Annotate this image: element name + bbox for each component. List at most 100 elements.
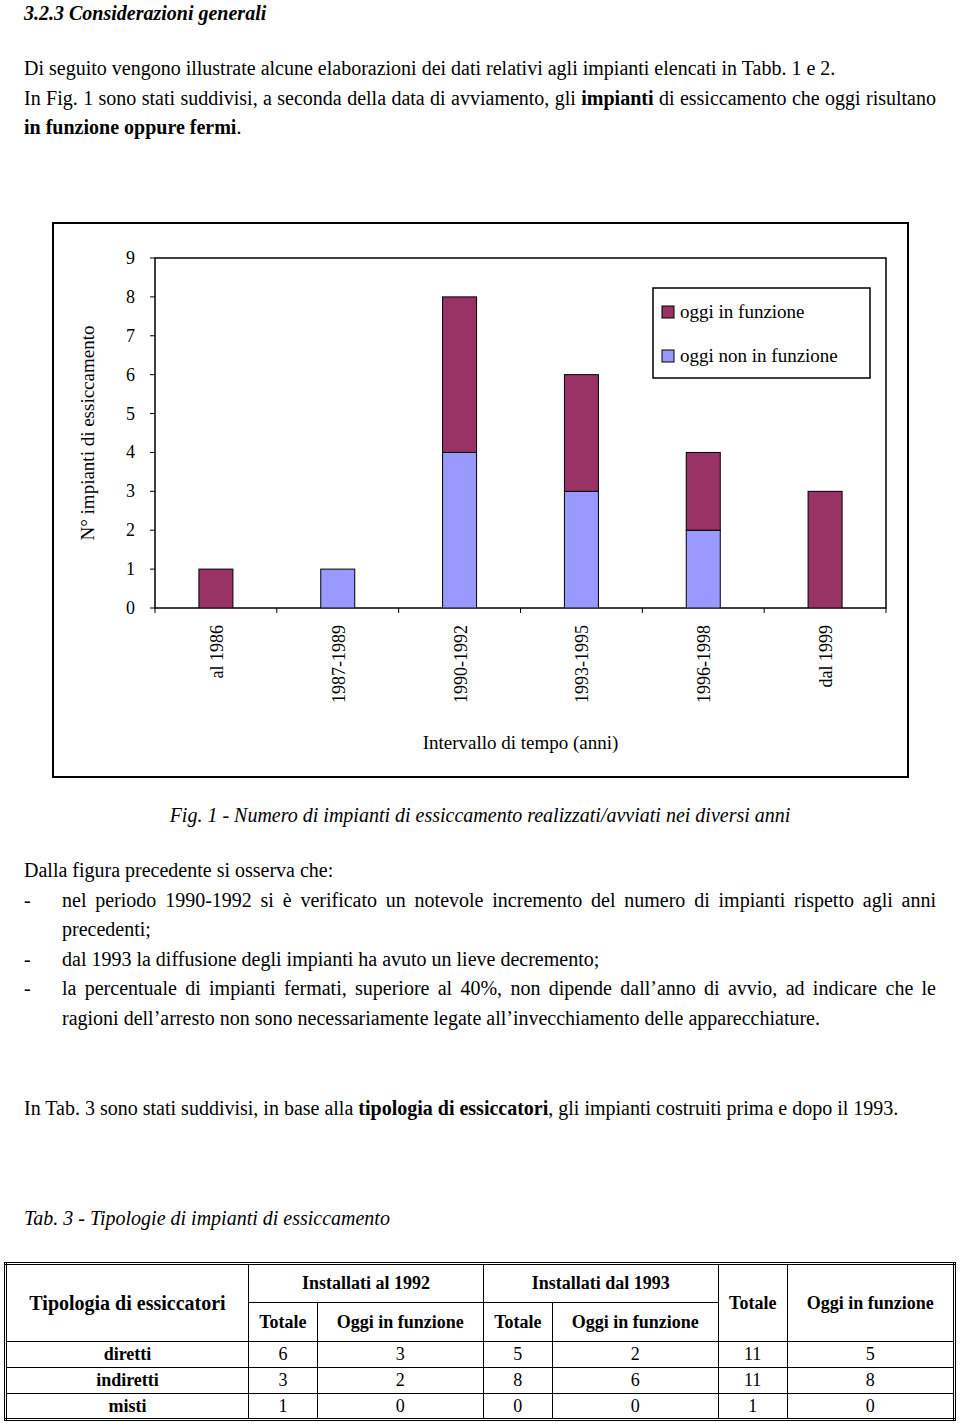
table-cell: 1 bbox=[249, 1394, 318, 1420]
legend-box bbox=[653, 288, 870, 378]
header-cell: Oggi in funzione bbox=[552, 1303, 718, 1342]
text: Di seguito vengono illustrate alcune ela… bbox=[24, 57, 835, 79]
table-body: diretti6352115indiretti3286118misti10001… bbox=[6, 1342, 955, 1420]
bar bbox=[564, 375, 598, 492]
table-head: Tipologia di essiccatoriInstallati al 19… bbox=[6, 1264, 955, 1342]
y-tick-label: 3 bbox=[126, 481, 135, 501]
text: In Tab. 3 sono stati suddivisi, in base … bbox=[24, 1097, 358, 1119]
list-item: -la percentuale di impianti fermati, sup… bbox=[24, 974, 936, 1033]
y-tick bbox=[150, 296, 155, 297]
row-label: indiretti bbox=[6, 1368, 249, 1394]
table-cell: 0 bbox=[317, 1394, 483, 1420]
y-tick bbox=[150, 530, 155, 531]
table-intro: In Tab. 3 sono stati suddivisi, in base … bbox=[24, 1094, 936, 1124]
row-label: misti bbox=[6, 1394, 249, 1420]
y-tick bbox=[150, 608, 155, 609]
bar bbox=[564, 491, 598, 608]
bullet: - bbox=[24, 974, 31, 1004]
observations: Dalla figura precedente si osserva che:-… bbox=[24, 856, 936, 1033]
x-tick bbox=[520, 608, 521, 613]
x-tick-label: 1996-1998 bbox=[694, 625, 714, 703]
y-tick-label: 1 bbox=[126, 559, 135, 579]
bullet: - bbox=[24, 886, 31, 916]
table-cell: 5 bbox=[483, 1342, 552, 1368]
table-cell: 11 bbox=[718, 1342, 787, 1368]
x-tick bbox=[764, 608, 765, 613]
table-cell: 11 bbox=[718, 1368, 787, 1394]
legend-swatch bbox=[662, 306, 674, 318]
bar bbox=[443, 452, 477, 608]
legend: oggi in funzione oggi non in funzione bbox=[653, 288, 870, 378]
y-tick bbox=[150, 374, 155, 375]
y-tick bbox=[150, 258, 155, 259]
table-cell: 5 bbox=[787, 1342, 954, 1368]
list-item: -nel periodo 1990-1992 si è verificato u… bbox=[24, 886, 936, 945]
table-cell: 0 bbox=[787, 1394, 954, 1420]
table-cell: 2 bbox=[317, 1368, 483, 1394]
header-cell: Totale bbox=[249, 1303, 318, 1342]
x-tick bbox=[155, 608, 156, 613]
list-item: - dal 1993 la diffusione degli impianti h… bbox=[24, 945, 936, 975]
table-cell: 0 bbox=[483, 1394, 552, 1420]
y-tick bbox=[150, 335, 155, 336]
bar bbox=[199, 569, 233, 608]
table-row: misti100010 bbox=[6, 1394, 955, 1420]
chart-frame bbox=[53, 223, 908, 777]
y-axis-label: N° impianti di essiccamento bbox=[77, 326, 98, 541]
bar bbox=[686, 530, 720, 608]
x-axis-label: Intervallo di tempo (anni) bbox=[423, 732, 619, 754]
x-tick-label: 1987-1989 bbox=[329, 625, 349, 703]
y-tick-label: 2 bbox=[126, 520, 135, 540]
lead: Dalla figura precedente si osserva che: bbox=[24, 856, 936, 886]
bar bbox=[686, 452, 720, 530]
y-tick bbox=[150, 413, 155, 414]
heading: 3.2.3 Considerazioni generali bbox=[24, 0, 266, 26]
legend-swatch bbox=[662, 350, 674, 362]
legend-label: oggi in funzione bbox=[680, 301, 805, 322]
x-tick bbox=[276, 608, 277, 613]
x-tick bbox=[886, 608, 887, 613]
bold-text: in funzione oppure fermi bbox=[24, 116, 236, 138]
bullet: - bbox=[24, 945, 31, 975]
header-row: Tipologia di essiccatoriInstallati al 19… bbox=[6, 1264, 955, 1303]
table-row: indiretti3286118 bbox=[6, 1368, 955, 1394]
table-cell: 6 bbox=[249, 1342, 318, 1368]
text: . bbox=[236, 116, 241, 138]
y-tick bbox=[150, 569, 155, 570]
x-tick bbox=[642, 608, 643, 613]
intro: Di seguito vengono illustrate alcune ela… bbox=[24, 54, 936, 143]
text: In Fig. 1 sono stati suddivisi, a second… bbox=[24, 87, 581, 109]
paragraph: Di seguito vengono illustrate alcune ela… bbox=[24, 54, 936, 84]
y-tick-label: 4 bbox=[126, 442, 135, 462]
table-cell: 0 bbox=[552, 1394, 718, 1420]
header-cell: Totale bbox=[718, 1264, 787, 1342]
bar bbox=[321, 569, 355, 608]
item-text: dal 1993 la diffusione degli impianti ha… bbox=[62, 948, 599, 970]
figure-caption: Fig. 1 - Numero di impianti di essiccame… bbox=[0, 801, 960, 830]
text: di essiccamento che oggi risultano bbox=[654, 87, 936, 109]
y-tick-label: 6 bbox=[126, 365, 135, 385]
x-tick-label: dal 1999 bbox=[816, 625, 836, 688]
header-cell: Totale bbox=[483, 1303, 552, 1342]
row-label: diretti bbox=[6, 1342, 249, 1368]
header-group: Installati dal 1993 bbox=[483, 1264, 718, 1303]
paragraph: In Fig. 1 sono stati suddivisi, a second… bbox=[24, 84, 936, 143]
legend-label: oggi non in funzione bbox=[680, 345, 838, 366]
table-cell: 6 bbox=[552, 1368, 718, 1394]
table-cell: 3 bbox=[317, 1342, 483, 1368]
x-tick-label: 1990-1992 bbox=[451, 625, 471, 703]
header-cell: Oggi in funzione bbox=[787, 1264, 954, 1342]
y-tick-label: 9 bbox=[126, 248, 135, 268]
y-tick-label: 8 bbox=[126, 287, 135, 307]
x-tick-label: 1993-1995 bbox=[572, 625, 592, 703]
table-cell: 8 bbox=[483, 1368, 552, 1394]
y-tick-label: 7 bbox=[126, 326, 135, 346]
y-tick-label: 0 bbox=[126, 598, 135, 618]
text: , gli impianti costruiti prima e dopo il… bbox=[548, 1097, 898, 1119]
bar bbox=[443, 297, 477, 453]
table-cell: 2 bbox=[552, 1342, 718, 1368]
table: Tipologia di essiccatoriInstallati al 19… bbox=[4, 1262, 956, 1421]
header-cell: Tipologia di essiccatori bbox=[6, 1264, 249, 1342]
bar bbox=[808, 491, 842, 608]
chart: 0123456789al 19861987-19891990-19921993-… bbox=[52, 222, 909, 778]
